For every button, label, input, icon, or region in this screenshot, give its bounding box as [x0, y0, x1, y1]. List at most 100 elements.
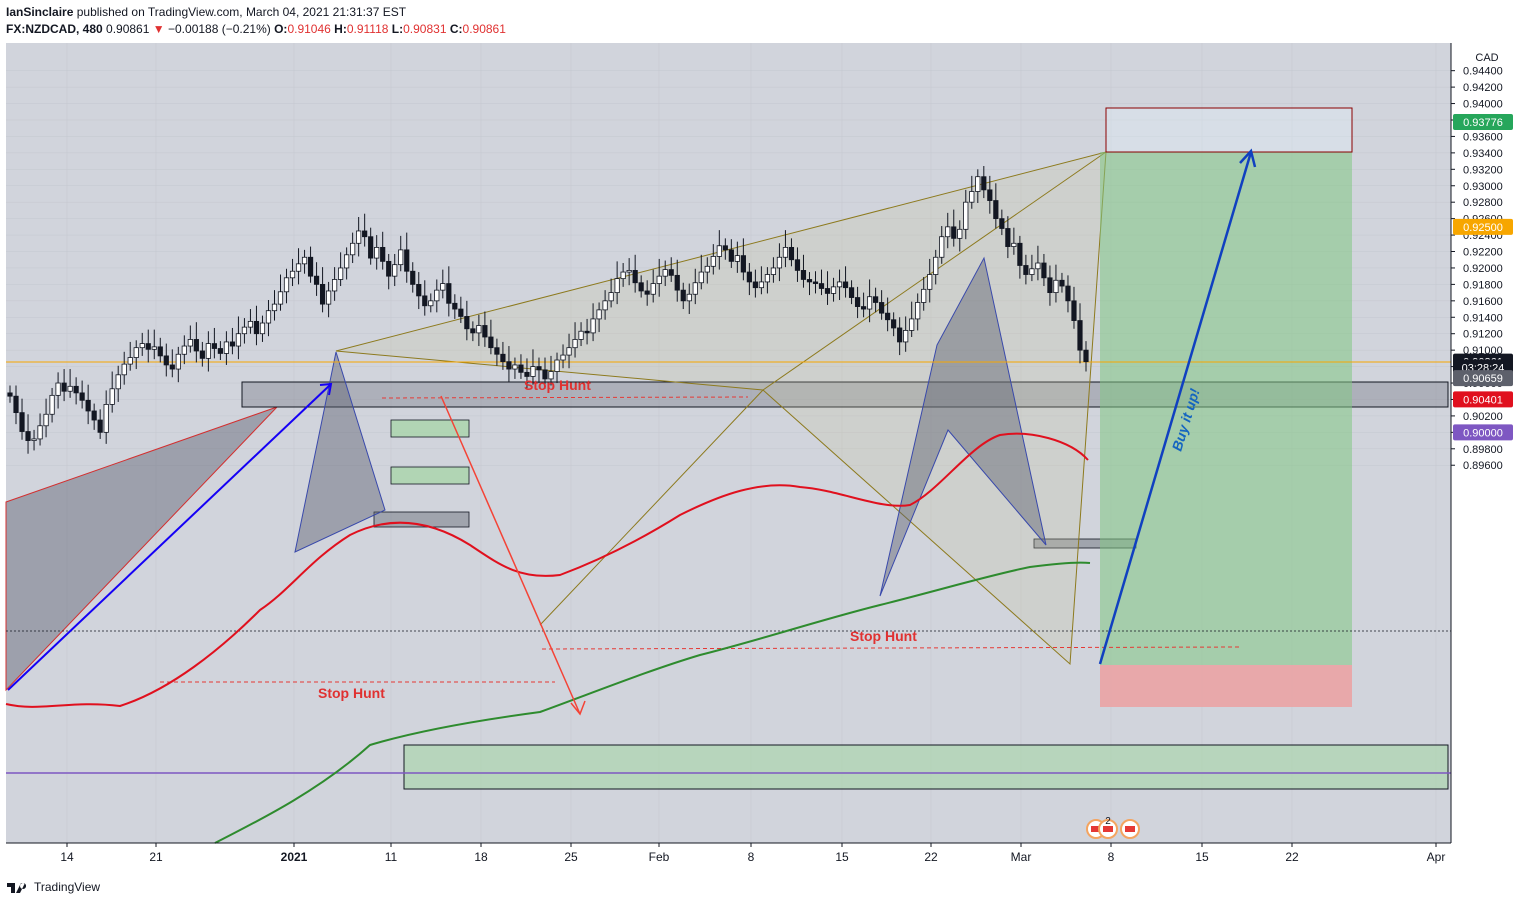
candle-body: [163, 355, 169, 366]
candle-body: [476, 325, 482, 334]
x-axis-ticks[interactable]: 14 21 2021 11 18 25 Feb 8 15 22 Mar 8 15 22 Apr: [60, 843, 1445, 864]
candle-body: [13, 395, 19, 414]
candle-body: [752, 281, 758, 289]
candle-body: [199, 350, 205, 359]
candle-body: [812, 281, 819, 284]
y-tick-label: 0.93400: [1463, 148, 1503, 160]
candle-body: [939, 236, 945, 258]
candle-body: [217, 348, 223, 354]
candle-body: [205, 343, 211, 359]
candle-body: [362, 230, 368, 238]
x-tick-label: 22: [1285, 850, 1299, 864]
close-label: C:: [449, 22, 463, 36]
candle-body: [650, 283, 656, 295]
candle-body: [452, 302, 458, 310]
candle-body: [951, 226, 957, 239]
wedge-pattern: [5, 406, 278, 692]
candle-body: [37, 425, 43, 440]
candle-body: [758, 281, 764, 289]
candle-body: [836, 281, 843, 288]
candle-body: [788, 246, 795, 261]
impulse-arrow-head-icon: [319, 382, 333, 396]
candle-body: [368, 236, 374, 259]
price-label-tag: [1453, 113, 1513, 130]
symbol-label[interactable]: FX:NZDCAD, 480: [6, 22, 103, 36]
y-tick-label: 0.89600: [1463, 460, 1503, 472]
candle-body: [422, 295, 428, 307]
candle-body: [590, 318, 596, 334]
candle-body: [722, 245, 728, 251]
y-tick-label: 0.91600: [1463, 296, 1503, 308]
candle-body: [842, 281, 849, 289]
candle-body: [1011, 242, 1017, 247]
x-tick-label: 15: [835, 850, 849, 864]
candle-body: [181, 345, 187, 355]
publish-text: published on TradingView.com, March 04, …: [76, 5, 407, 19]
candle-body: [680, 289, 686, 302]
candle-body: [578, 330, 584, 340]
candle-body: [818, 283, 825, 289]
candle-body: [211, 343, 217, 349]
candle-body: [1053, 279, 1059, 294]
flag-mark: [1091, 826, 1101, 832]
candle-body: [410, 270, 416, 285]
harmonic-pattern-2: [879, 256, 1047, 597]
candle-body: [963, 201, 969, 230]
x-tick-label: Apr: [1427, 850, 1446, 864]
candle-body: [999, 218, 1005, 229]
x-tick-label: 15: [1195, 850, 1209, 864]
event-count-badge: 2: [1105, 816, 1111, 827]
buy-arrow-line: [1098, 151, 1253, 665]
author-name[interactable]: IanSinclaire: [6, 5, 74, 19]
candle-body: [782, 246, 789, 258]
candle-body: [662, 269, 668, 277]
candle-body: [710, 256, 716, 267]
candle-body: [740, 255, 746, 273]
candle-body: [49, 394, 55, 415]
candle-body: [1047, 277, 1053, 294]
last-price: 0.90861: [106, 22, 150, 36]
candle-body: [602, 300, 608, 311]
candle-body: [121, 363, 127, 376]
y-tick-label: 0.93200: [1463, 164, 1503, 176]
candle-body: [446, 283, 452, 304]
high-label: H:: [334, 22, 347, 36]
candle-body: [794, 259, 801, 271]
brand-name[interactable]: TradingView: [34, 880, 101, 894]
tradingview-logo-icon[interactable]: [6, 880, 30, 894]
candle-body: [43, 413, 49, 427]
price-label-tag: [1453, 370, 1513, 387]
y-tick-label: 0.93000: [1463, 181, 1503, 193]
y-tick-label: 0.93600: [1463, 131, 1503, 143]
price-label-tag: [1453, 391, 1513, 408]
x-tick-label: Mar: [1011, 850, 1032, 864]
flag-mark: [1125, 826, 1135, 832]
candle-body: [560, 354, 566, 361]
candle-body: [416, 283, 422, 297]
candle-body: [927, 274, 933, 290]
x-tick-label: 21: [149, 850, 163, 864]
x-tick-label: 8: [1108, 850, 1115, 864]
candle-body: [728, 249, 734, 262]
candle-body: [518, 364, 524, 373]
candle-body: [909, 318, 915, 331]
candle-body: [307, 256, 314, 277]
candle-body: [25, 431, 31, 441]
candle-body: [253, 320, 260, 335]
candle-body: [229, 341, 236, 347]
price-label-text: 0.93776: [1463, 117, 1503, 129]
candle-body: [981, 176, 987, 191]
candle-body: [404, 249, 410, 272]
candle-body: [734, 255, 740, 262]
ohlc-legend: FX:NZDCAD, 480 0.90861 ▼ −0.00188 (−0.21…: [6, 22, 506, 36]
y-tick-label: 0.92200: [1463, 247, 1503, 259]
currency-label: CAD: [1475, 52, 1498, 64]
stop-hunt-label-1: Stop Hunt: [524, 377, 591, 393]
economic-events[interactable]: 2: [1086, 816, 1140, 839]
stop-hunt-label-3: Stop Hunt: [850, 628, 917, 644]
candle-body: [776, 256, 783, 269]
candle-body: [133, 347, 139, 358]
change-value: −0.00188 (−0.21%): [168, 22, 271, 36]
candle-body: [55, 382, 61, 396]
